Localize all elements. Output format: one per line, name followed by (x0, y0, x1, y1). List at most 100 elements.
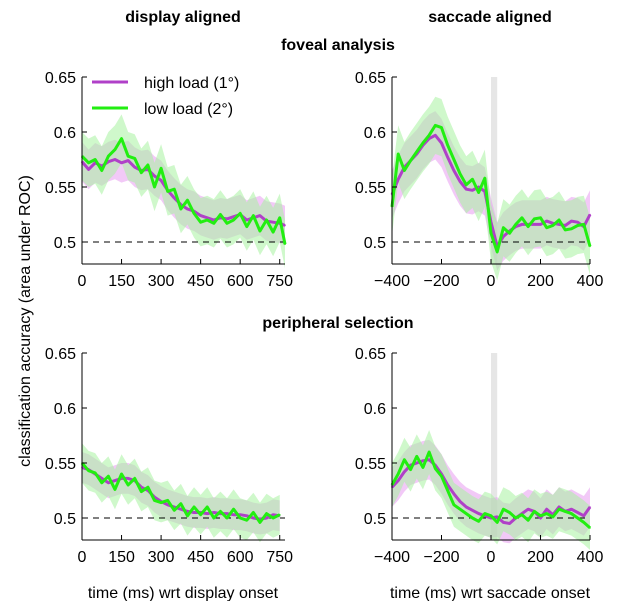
data-point (490, 515, 492, 517)
data-point (107, 160, 110, 163)
confidence-band-low-load (82, 114, 285, 269)
data-point (213, 517, 215, 519)
data-point (199, 513, 202, 516)
data-point (245, 519, 248, 521)
x-tick-label: 300 (148, 549, 175, 566)
data-point (403, 471, 406, 473)
data-point (502, 521, 505, 524)
data-point (570, 512, 573, 515)
data-point (527, 519, 529, 521)
data-point (422, 142, 424, 144)
data-point (239, 212, 241, 215)
data-point (186, 208, 189, 210)
x-tick-label: 450 (187, 273, 214, 290)
data-point (477, 520, 480, 523)
y-tick-label: 0.6 (54, 401, 76, 418)
data-point (206, 512, 209, 515)
data-point (471, 517, 474, 519)
data-point (219, 510, 222, 513)
data-point (446, 156, 449, 159)
x-tick-label: 450 (187, 549, 214, 566)
data-point (213, 511, 215, 514)
data-point (583, 223, 585, 226)
data-point (576, 511, 579, 514)
data-point (576, 224, 579, 227)
data-point (422, 460, 424, 462)
data-point (539, 517, 542, 519)
data-point (471, 178, 474, 181)
x-tick-label: 150 (108, 273, 135, 290)
data-point (583, 515, 585, 517)
data-point (508, 511, 511, 514)
data-point (206, 217, 209, 219)
data-point (490, 232, 492, 234)
col-title-saccade: saccade aligned (428, 9, 552, 26)
row-title-foveal: foveal analysis (281, 37, 395, 54)
data-point (259, 230, 261, 232)
data-point (94, 472, 96, 474)
data-point (252, 517, 255, 519)
data-point (100, 477, 103, 480)
legend-high-label: high load (1°) (144, 75, 239, 92)
data-point (564, 229, 567, 231)
data-point (166, 190, 169, 193)
x-tick-label: 300 (148, 273, 175, 290)
data-point (583, 521, 585, 524)
x-tick-label: 600 (227, 273, 254, 290)
data-point (397, 153, 399, 155)
data-point (576, 221, 579, 223)
y-tick-label: 0.55 (45, 456, 76, 473)
data-point (539, 223, 542, 226)
data-point (265, 219, 268, 221)
y-tick-label: 0.6 (364, 401, 386, 418)
data-point (539, 515, 542, 517)
y-tick-label: 0.65 (355, 70, 386, 87)
data-point (153, 499, 156, 502)
data-point (446, 484, 449, 486)
data-point (265, 517, 268, 519)
data-point (193, 511, 195, 514)
data-point (239, 517, 241, 519)
data-point (521, 217, 523, 219)
data-point (120, 473, 123, 475)
data-point (397, 473, 399, 475)
data-point (403, 169, 406, 172)
data-point (173, 197, 176, 199)
data-point (180, 508, 182, 511)
data-point (409, 159, 412, 162)
data-point (259, 214, 261, 217)
data-point (226, 218, 228, 220)
data-point (133, 477, 136, 480)
x-tick-label: 200 (527, 273, 554, 290)
legend-low-label: low load (2°) (144, 101, 233, 118)
data-point (284, 224, 286, 227)
data-point (173, 188, 176, 190)
data-point (232, 513, 235, 516)
x-tick-label: −200 (423, 549, 459, 566)
data-point (434, 124, 437, 127)
data-point (514, 223, 517, 226)
data-point (153, 186, 156, 188)
data-point (133, 166, 136, 168)
data-point (133, 157, 136, 160)
data-point (226, 517, 228, 519)
data-point (545, 226, 548, 229)
data-point (206, 506, 209, 508)
data-point (232, 215, 235, 218)
data-point (570, 220, 573, 222)
x-axis-label-saccade: time (ms) wrt saccade onset (390, 585, 591, 601)
data-point (558, 223, 560, 226)
plot-panels: 0.5 0.55 0.6 0.65 0 150 300 450 600 750 0.5 0.55 0.6… (45, 70, 604, 566)
confidence-band-low-load (392, 430, 590, 550)
data-point (589, 527, 591, 529)
data-point (114, 158, 116, 161)
data-point (459, 508, 461, 511)
data-point (440, 142, 443, 144)
data-point (477, 512, 480, 515)
data-point (272, 517, 274, 519)
data-point (521, 513, 523, 516)
data-point (166, 499, 169, 502)
data-point (434, 467, 437, 470)
data-point (434, 134, 437, 137)
